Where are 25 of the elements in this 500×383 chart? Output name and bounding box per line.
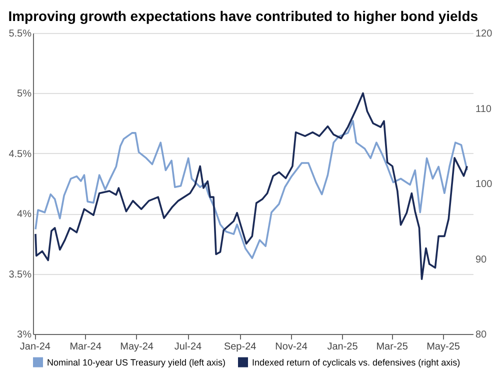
x-tick-label: Mar-25 [376,342,408,352]
y2-tick-label: 100 [476,179,493,190]
x-tick-label: Sep-24 [224,342,257,352]
y-tick-label: 5.5% [8,28,32,40]
y-tick-label: 4.5% [8,148,32,160]
x-tick-label: May-25 [426,342,460,352]
legend-label: Indexed return of cyclicals vs. defensives (right axis) [252,357,460,368]
y-tick-label: 3.5% [8,269,32,280]
x-tick-label: Mar-24 [70,342,102,352]
x-tick-label: May-24 [120,342,154,352]
y2-tick-label: 90 [476,254,488,266]
legend-label: Nominal 10-year US Treasury yield (left axis) [47,357,226,368]
y2-tick-label: 80 [476,330,488,340]
y2-tick-label: 110 [476,104,492,115]
line-series [34,120,468,260]
y-tick-label: 4% [17,209,32,220]
x-tick-label: Jul-24 [174,342,202,352]
x-tick-label: Nov-24 [275,342,308,352]
chart-title: Improving growth expectations have contributed to higher bond yields [8,8,478,24]
x-tick-label: Jan-24 [20,342,51,352]
y2-tick-label: 120 [476,28,493,40]
y-tick-label: 5% [17,88,32,100]
line-series [34,92,468,280]
y-tick-label: 3% [17,330,32,340]
x-tick-label: Jan-25 [327,342,358,352]
